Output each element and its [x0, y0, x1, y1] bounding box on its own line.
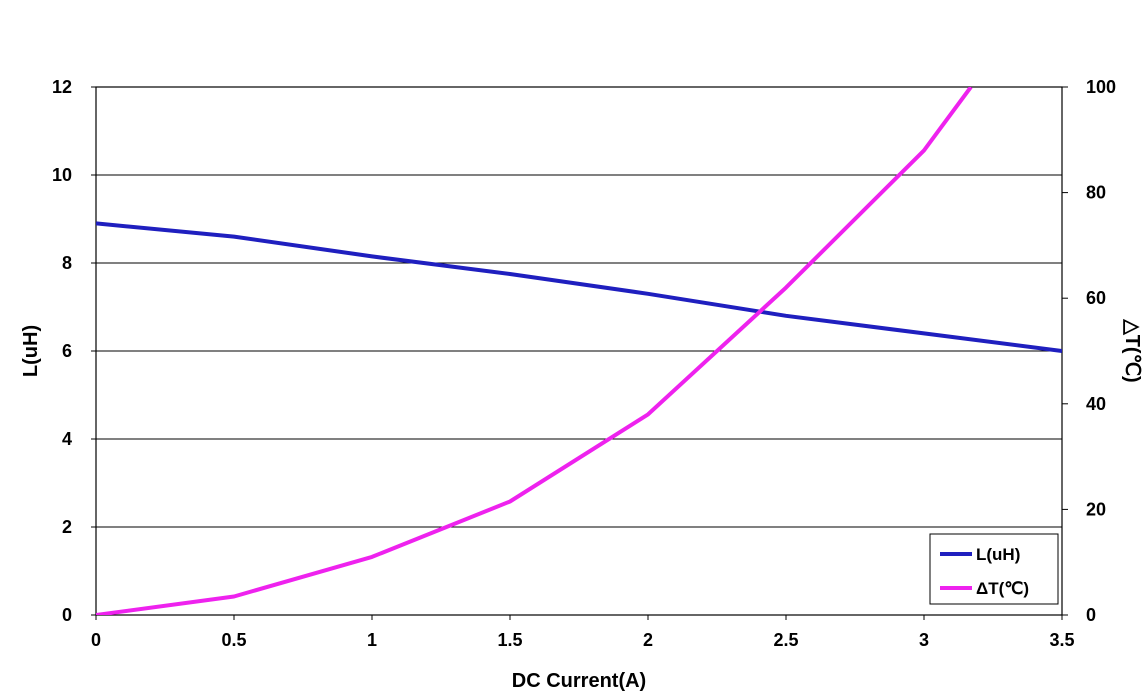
left-y-axis-title: L(uH)	[20, 325, 42, 377]
legend-box	[929, 533, 1059, 605]
right-y-axis-tick-labels: 0 20 40 60 80 100	[1062, 77, 1116, 625]
x-tick-label-7: 3.5	[1049, 630, 1074, 650]
left-y-axis-tick-labels: 0 2 4 6 8 10 12	[52, 77, 96, 625]
x-tick-label-6: 3	[919, 630, 929, 650]
y2-tick-label-4: 80	[1086, 183, 1106, 203]
series-line-temperature-rise	[96, 87, 973, 615]
legend: L(uH) ΔT(℃)	[929, 533, 1059, 605]
series-line-inductance	[96, 221, 1062, 353]
y-tick-label-2: 4	[62, 429, 72, 449]
y2-tick-label-0: 0	[1086, 605, 1096, 625]
y-tick-label-5: 10	[52, 165, 72, 185]
y-tick-label-3: 6	[62, 341, 72, 361]
y-tick-label-0: 0	[62, 605, 72, 625]
x-tick-label-5: 2.5	[773, 630, 798, 650]
x-axis-title: DC Current(A)	[512, 670, 646, 692]
y2-tick-label-2: 40	[1086, 394, 1106, 414]
x-axis-tick-labels: 0 0.5 1 1.5 2 2.5 3 3.5	[91, 615, 1075, 650]
y2-tick-label-1: 20	[1086, 499, 1106, 519]
legend-label-inductance: L(uH)	[976, 545, 1020, 564]
y-tick-label-1: 2	[62, 517, 72, 537]
y-tick-label-4: 8	[62, 253, 72, 273]
x-tick-label-1: 0.5	[221, 630, 246, 650]
x-tick-label-3: 1.5	[497, 630, 522, 650]
y2-tick-label-5: 100	[1086, 77, 1116, 97]
y-tick-label-6: 12	[52, 77, 72, 97]
right-y-axis-title: △T(℃)	[1121, 318, 1143, 382]
legend-label-temperature-rise: ΔT(℃)	[976, 579, 1029, 598]
x-tick-label-4: 2	[643, 630, 653, 650]
series-lines	[96, 87, 1062, 615]
x-tick-label-2: 1	[367, 630, 377, 650]
y2-tick-label-3: 60	[1086, 288, 1106, 308]
x-tick-label-0: 0	[91, 630, 101, 650]
